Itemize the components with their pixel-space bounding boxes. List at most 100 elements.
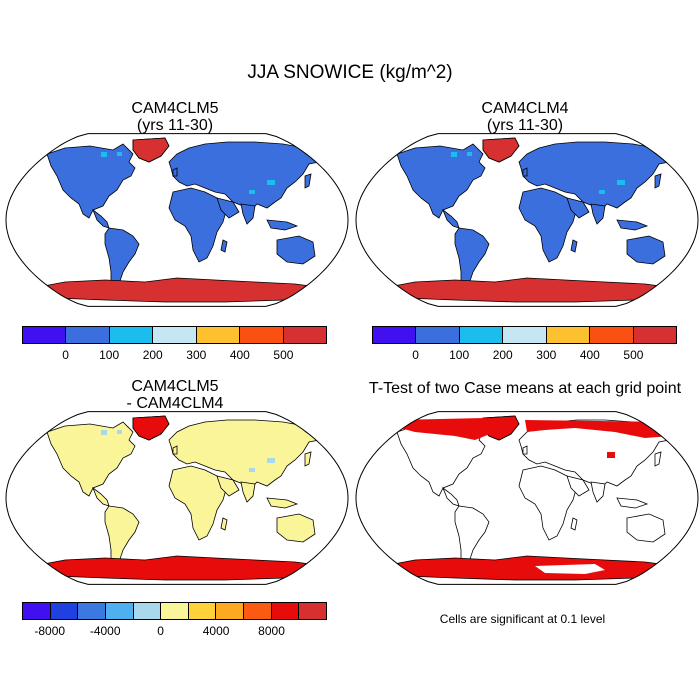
highland-patch xyxy=(101,152,107,157)
land-region xyxy=(616,219,649,231)
land-region xyxy=(172,445,178,455)
colorbar-tick-label: 100 xyxy=(99,348,120,362)
land-region xyxy=(396,143,486,219)
colorbar-segment xyxy=(66,327,110,343)
land-region xyxy=(220,239,228,253)
colorbar-tick-label: 200 xyxy=(142,348,163,362)
land-region xyxy=(518,419,674,491)
land-region xyxy=(518,141,674,213)
panel-2-title-line2: (yrs 11-30) xyxy=(486,117,564,134)
land-region xyxy=(570,239,578,253)
colorbar-tick-label: 8000 xyxy=(258,624,285,638)
highland-patch xyxy=(249,190,255,194)
colorbar-panel-3-labels: -8000 -4000 0 4000 8000 xyxy=(22,624,327,640)
colorbar-panel-3 xyxy=(22,602,327,620)
colorbar-segment xyxy=(459,327,504,343)
panel-2-title: CAM4CLM4 (yrs 11-30) xyxy=(375,100,675,134)
colorbar-segment xyxy=(244,603,272,619)
panel-4-title: T-Test of two Case means at each grid po… xyxy=(355,380,695,397)
panel-4-title-line1: T-Test of two Case means at each grid po… xyxy=(368,380,682,397)
colorbar-tick-label: 0 xyxy=(412,348,419,362)
land-region xyxy=(518,187,578,263)
colorbar-tick-label: -8000 xyxy=(34,624,66,638)
colorbar-tick-label: 400 xyxy=(229,348,250,362)
land-region xyxy=(616,497,649,509)
colorbar-tick-label: 300 xyxy=(536,348,557,362)
land-region xyxy=(442,486,460,507)
map-boundary xyxy=(5,411,349,585)
colorbar-panel-1 xyxy=(22,326,327,344)
map-boundary xyxy=(355,133,699,307)
colorbar-segment xyxy=(23,603,51,619)
colorbar-segment xyxy=(283,327,326,343)
colorbar-segment xyxy=(546,327,591,343)
panel-3-title-line2: - CAM4CLM4 xyxy=(126,395,224,412)
colorbar-panel-2 xyxy=(372,326,677,344)
highland-patch xyxy=(267,458,275,463)
colorbar-segment xyxy=(78,603,106,619)
colorbar-tick-label: 0 xyxy=(62,348,69,362)
land-region xyxy=(626,235,666,265)
panel-1-title-line2: (yrs 11-30) xyxy=(136,117,214,134)
land-region xyxy=(168,465,228,541)
map-boundary xyxy=(355,411,699,585)
non-significant-area xyxy=(535,564,605,574)
significance-area xyxy=(395,418,675,440)
map-panel-4 xyxy=(355,411,699,585)
colorbar-tick-label: 400 xyxy=(579,348,600,362)
land-region xyxy=(518,465,578,541)
panel-3-title: CAM4CLM5 - CAM4CLM4 xyxy=(25,378,325,412)
panel-3-title-line1: CAM4CLM5 xyxy=(131,378,219,395)
land-region xyxy=(168,419,324,491)
highland-patch xyxy=(617,180,625,185)
colorbar-tick-label: 300 xyxy=(186,348,207,362)
significance-area xyxy=(607,452,615,458)
antarctica xyxy=(382,555,676,581)
highland-patch xyxy=(599,190,605,194)
land-region xyxy=(570,517,578,531)
colorbar-tick-label: 500 xyxy=(623,348,644,362)
land-region xyxy=(654,451,662,467)
colorbar-segment xyxy=(240,327,284,343)
colorbar-panel-1-labels: 0 100 200 300 400 500 xyxy=(22,348,327,364)
colorbar-segment xyxy=(196,327,241,343)
colorbar-tick-label: 100 xyxy=(449,348,470,362)
colorbar-segment xyxy=(590,327,634,343)
significance-note: Cells are significant at 0.1 level xyxy=(439,612,606,626)
highland-patch xyxy=(467,152,472,156)
panel-1-title-line1: CAM4CLM5 xyxy=(131,100,219,117)
highland-patch xyxy=(451,152,457,157)
greenland-ice xyxy=(482,137,520,163)
land-region xyxy=(46,421,136,497)
colorbar-segment xyxy=(23,327,67,343)
colorbar-segment xyxy=(105,603,134,619)
colorbar-tick-label: -4000 xyxy=(89,624,121,638)
map-panel-3 xyxy=(5,411,349,585)
colorbar-segment xyxy=(416,327,460,343)
panel-1-title: CAM4CLM5 (yrs 11-30) xyxy=(25,100,325,134)
land-region xyxy=(266,497,299,509)
colorbar-tick-label: 4000 xyxy=(202,624,230,638)
antarctica xyxy=(32,277,326,303)
map-boundary xyxy=(5,133,349,307)
colorbar-segment xyxy=(161,603,189,619)
colorbar-segment xyxy=(503,327,547,343)
greenland-ice xyxy=(132,415,170,441)
land-region xyxy=(626,513,666,543)
land-region xyxy=(172,167,178,177)
land-region xyxy=(92,208,110,229)
colorbar-segment xyxy=(271,603,300,619)
land-region xyxy=(442,208,460,229)
land-region xyxy=(590,481,606,503)
land-region xyxy=(522,445,528,455)
colorbar-segment xyxy=(109,327,154,343)
land-region xyxy=(266,219,299,231)
land-region xyxy=(168,187,228,263)
land-region xyxy=(168,141,324,213)
colorbar-segment xyxy=(133,603,162,619)
colorbar-segment xyxy=(299,603,327,619)
highland-patch xyxy=(249,468,255,472)
greenland-ice xyxy=(132,137,170,163)
colorbar-segment xyxy=(153,327,197,343)
figure-title: JJA SNOWICE (kg/m^2) xyxy=(247,62,453,83)
